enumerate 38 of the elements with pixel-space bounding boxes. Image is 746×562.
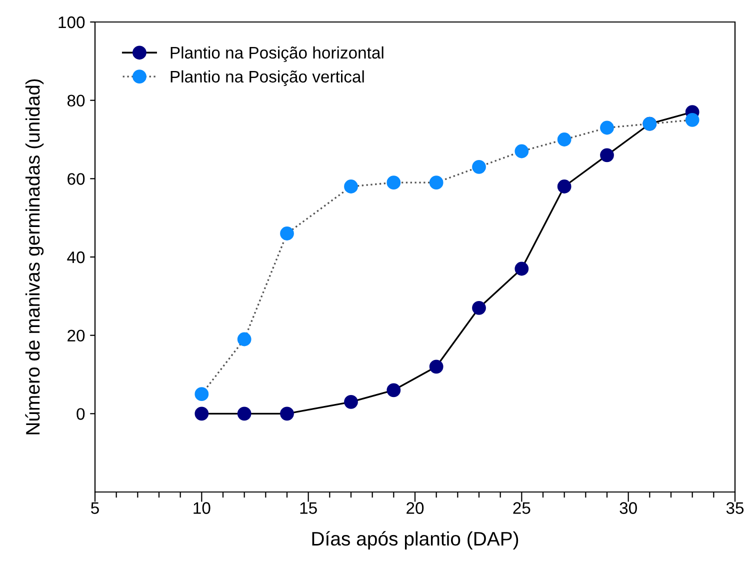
y-tick-label: 80 bbox=[67, 94, 85, 107]
x-tick-label: 5 bbox=[91, 502, 99, 514]
point bbox=[472, 160, 486, 174]
legend-label: Plantio na Posição horizontal bbox=[170, 46, 384, 62]
x-tick-label: 10 bbox=[194, 502, 210, 514]
y-tick-label: 20 bbox=[68, 330, 85, 342]
point bbox=[472, 300, 486, 315]
point bbox=[429, 176, 444, 190]
point bbox=[600, 120, 614, 135]
point bbox=[237, 332, 252, 346]
point bbox=[386, 383, 401, 398]
y-tick-label: 60 bbox=[68, 173, 85, 185]
x-tick-label: 15 bbox=[300, 502, 317, 514]
point bbox=[557, 132, 572, 146]
point bbox=[429, 360, 444, 374]
x-tick-label: 25 bbox=[513, 502, 530, 514]
point bbox=[194, 406, 209, 421]
point bbox=[344, 394, 358, 409]
x-tick-label: 20 bbox=[406, 502, 424, 514]
y-axis-title: Número de manivas germinadas (unidad) bbox=[25, 79, 44, 434]
point bbox=[280, 226, 294, 240]
point bbox=[280, 406, 294, 421]
y-tick-label: 100 bbox=[58, 16, 85, 28]
point bbox=[386, 176, 401, 190]
point bbox=[194, 387, 209, 402]
x-axis-title: Días após plantio (DAP) bbox=[312, 531, 518, 550]
point bbox=[557, 180, 572, 194]
x-tick-label: 35 bbox=[726, 502, 744, 514]
legend-label: Plantio na Posição vertical bbox=[170, 70, 364, 86]
point bbox=[344, 180, 358, 194]
x-tick-label: 30 bbox=[620, 502, 637, 514]
y-tick-label: 0 bbox=[76, 408, 85, 420]
point bbox=[600, 148, 614, 162]
point bbox=[237, 406, 252, 421]
point bbox=[514, 144, 529, 158]
y-tick-label: 40 bbox=[67, 251, 85, 264]
point bbox=[514, 262, 529, 276]
point bbox=[685, 112, 700, 127]
